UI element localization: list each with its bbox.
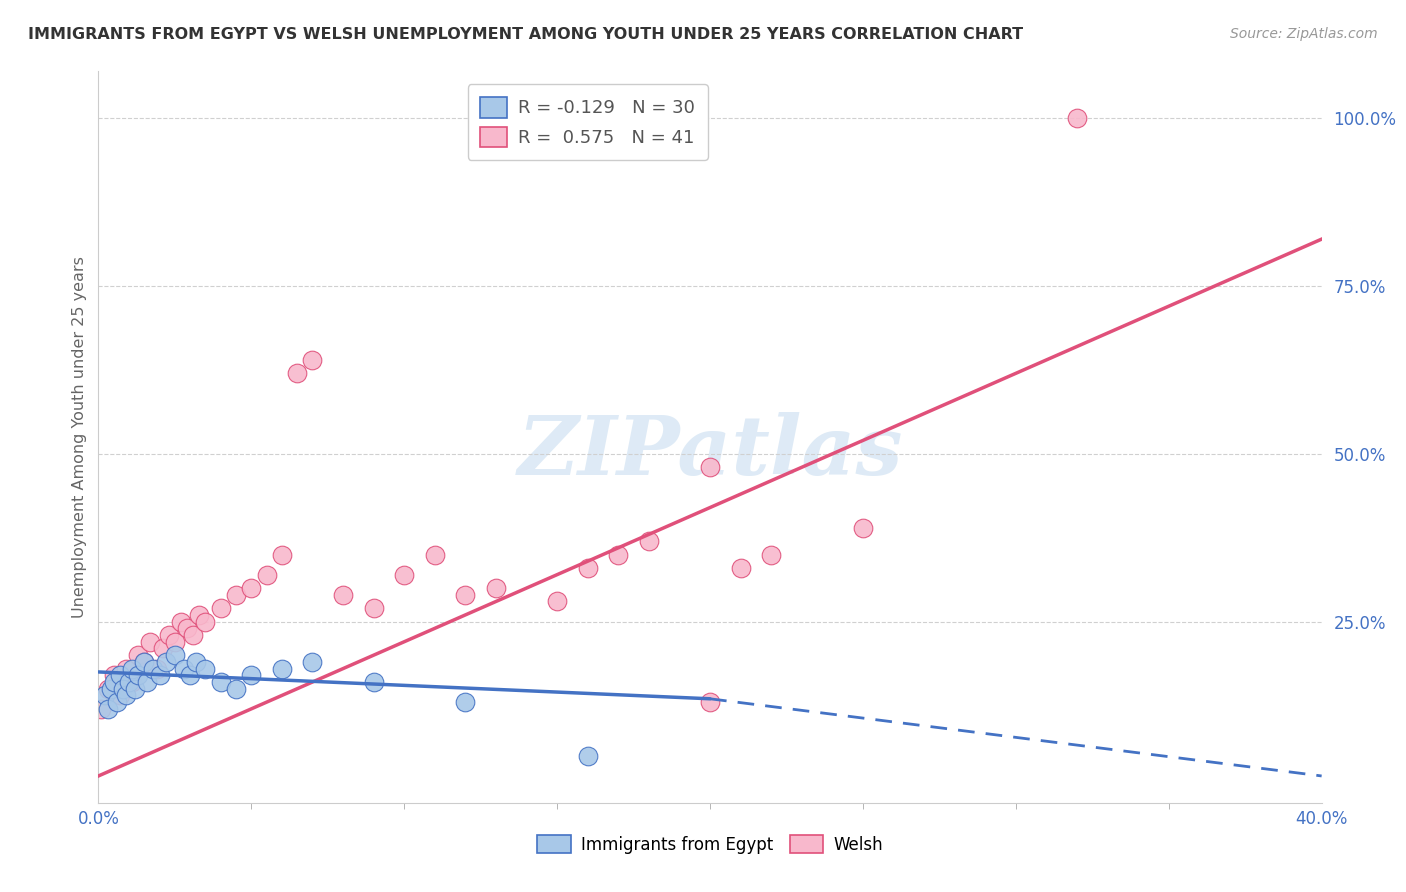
Point [852, 521, 875, 535]
Point [134, 655, 156, 669]
Point [155, 655, 177, 669]
Point [142, 662, 165, 676]
Point [163, 648, 186, 662]
Point [1066, 112, 1088, 126]
Y-axis label: Unemployment Among Youth under 25 years: Unemployment Among Youth under 25 years [72, 256, 87, 618]
Point [209, 601, 232, 615]
Point [454, 695, 477, 709]
Point [301, 655, 323, 669]
Point [111, 681, 134, 696]
Point [546, 594, 568, 608]
Point [759, 548, 782, 562]
Point [115, 662, 138, 676]
Point [285, 367, 308, 381]
Point [145, 662, 167, 676]
Point [270, 662, 292, 676]
Point [179, 668, 201, 682]
Point [209, 675, 232, 690]
Point [270, 548, 292, 562]
Point [121, 662, 143, 676]
Point [127, 648, 149, 662]
Point [454, 588, 477, 602]
Point [157, 628, 180, 642]
Point [363, 601, 385, 615]
Point [93, 689, 115, 703]
Point [392, 567, 416, 582]
Text: Source: ZipAtlas.com: Source: ZipAtlas.com [1230, 27, 1378, 41]
Point [186, 655, 208, 669]
Point [256, 567, 278, 582]
Point [699, 460, 721, 475]
Point [139, 634, 162, 648]
Point [301, 352, 323, 367]
Point [127, 668, 149, 682]
Point [181, 628, 204, 642]
Point [730, 561, 752, 575]
Point [423, 548, 446, 562]
Point [136, 675, 159, 690]
Legend: Immigrants from Egypt, Welsh: Immigrants from Egypt, Welsh [530, 829, 890, 860]
Point [194, 662, 217, 676]
Point [576, 561, 599, 575]
Point [115, 689, 138, 703]
Point [173, 662, 195, 676]
Point [485, 581, 508, 595]
Point [176, 621, 198, 635]
Point [152, 641, 174, 656]
Point [121, 675, 143, 690]
Point [97, 702, 120, 716]
Point [103, 675, 125, 690]
Point [637, 534, 661, 549]
Point [149, 668, 172, 682]
Point [108, 668, 131, 682]
Point [363, 675, 385, 690]
Point [332, 588, 354, 602]
Point [240, 581, 263, 595]
Point [699, 695, 721, 709]
Text: IMMIGRANTS FROM EGYPT VS WELSH UNEMPLOYMENT AMONG YOUTH UNDER 25 YEARS CORRELATI: IMMIGRANTS FROM EGYPT VS WELSH UNEMPLOYM… [28, 27, 1024, 42]
Point [124, 681, 146, 696]
Point [188, 607, 211, 622]
Point [163, 634, 186, 648]
Point [194, 615, 217, 629]
Point [225, 681, 247, 696]
Point [97, 681, 120, 696]
Point [105, 695, 128, 709]
Point [103, 668, 125, 682]
Point [100, 681, 122, 696]
Point [134, 655, 156, 669]
Point [170, 615, 193, 629]
Point [118, 675, 141, 690]
Point [576, 748, 599, 763]
Point [607, 548, 630, 562]
Point [90, 702, 112, 716]
Point [225, 588, 247, 602]
Point [240, 668, 263, 682]
Point [108, 689, 131, 703]
Text: ZIPatlas: ZIPatlas [517, 412, 903, 491]
